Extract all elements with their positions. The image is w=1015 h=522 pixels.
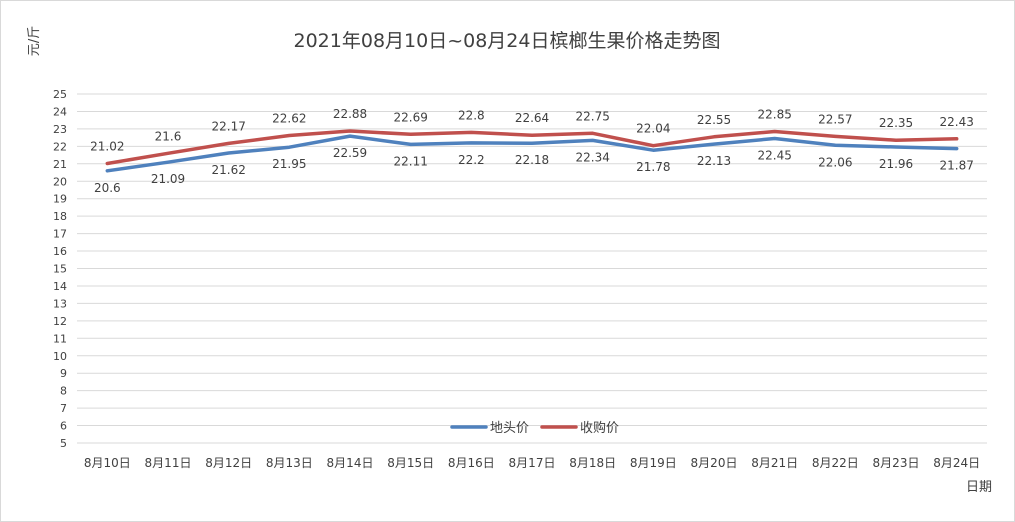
x-tick-label: 8月18日: [569, 456, 616, 470]
y-tick-label: 24: [53, 105, 67, 118]
x-tick-label: 8月22日: [812, 456, 859, 470]
y-tick-label: 21: [53, 158, 67, 171]
series-lines: [105, 129, 959, 173]
chart-title: 2021年08月10日~08月24日槟榔生果价格走势图: [294, 30, 721, 52]
data-label: 21.62: [211, 163, 245, 177]
data-label: 22.34: [575, 150, 609, 164]
series-line: [105, 129, 959, 166]
x-axis-ticks: 8月10日 8月11日 8月12日 8月13日 8月14日 8月15日 8月16日 8月17日…: [84, 456, 980, 470]
x-tick-label: 8月16日: [448, 456, 495, 470]
y-tick-label: 18: [53, 210, 67, 223]
data-label: 22.59: [333, 146, 367, 160]
data-label: 22.69: [393, 110, 427, 124]
data-label: 21.02: [90, 139, 124, 153]
data-labels: 20.6 21.09 21.62 21.95 22.59 22.11 22.2 22.18 22…: [90, 107, 974, 195]
data-label: 22.13: [697, 154, 731, 168]
x-tick-label: 8月13日: [266, 456, 313, 470]
data-label: 22.45: [757, 148, 791, 162]
data-label: 22.8: [458, 108, 485, 122]
series-line: [105, 134, 959, 173]
y-tick-label: 16: [53, 245, 67, 258]
x-tick-label: 8月15日: [387, 456, 434, 470]
data-label: 20.6: [94, 181, 121, 195]
x-tick-label: 8月11日: [145, 456, 192, 470]
y-tick-label: 19: [53, 193, 67, 206]
data-label: 22.04: [636, 122, 670, 136]
data-label: 22.55: [697, 113, 731, 127]
y-tick-label: 25: [53, 88, 67, 101]
data-label: 22.11: [393, 154, 427, 168]
data-label: 22.43: [939, 115, 973, 129]
x-tick-label: 8月14日: [327, 456, 374, 470]
x-tick-label: 8月12日: [205, 456, 252, 470]
data-label: 22.88: [333, 107, 367, 121]
y-axis-ticks: 5 6 7 8 9 10 11 12 13 14 15 16 17 18 19 20 21 22 23 24 25: [53, 88, 67, 450]
data-label: 22.62: [272, 112, 306, 126]
x-tick-label: 8月17日: [509, 456, 556, 470]
y-tick-label: 9: [60, 367, 67, 380]
y-tick-label: 20: [53, 175, 67, 188]
x-tick-label: 8月21日: [751, 456, 798, 470]
data-label: 22.35: [879, 116, 913, 130]
data-label: 21.87: [939, 159, 973, 173]
data-label: 22.64: [515, 111, 549, 125]
y-tick-label: 7: [60, 402, 67, 415]
y-tick-label: 5: [60, 437, 67, 450]
y-tick-label: 14: [53, 280, 67, 293]
data-label: 22.2: [458, 153, 485, 167]
data-label: 21.09: [151, 172, 185, 186]
y-tick-label: 17: [53, 228, 67, 241]
data-label: 22.85: [757, 108, 791, 122]
y-tick-label: 12: [53, 315, 67, 328]
x-tick-label: 8月19日: [630, 456, 677, 470]
y-tick-label: 23: [53, 123, 67, 136]
y-tick-label: 10: [53, 350, 67, 363]
x-tick-label: 8月20日: [691, 456, 738, 470]
legend-label: 收购价: [580, 420, 619, 436]
x-tick-label: 8月24日: [933, 456, 980, 470]
data-label: 22.06: [818, 155, 852, 169]
y-tick-label: 8: [60, 385, 67, 398]
y-tick-label: 11: [53, 332, 67, 345]
gridlines: [77, 93, 987, 444]
data-label: 22.57: [818, 112, 852, 126]
y-tick-label: 13: [53, 297, 67, 310]
data-label: 21.6: [155, 129, 182, 143]
data-label: 22.17: [211, 119, 245, 133]
x-tick-label: 8月23日: [873, 456, 920, 470]
data-label: 21.96: [879, 157, 913, 171]
legend: 地头价 收购价: [450, 420, 619, 436]
data-label: 22.18: [515, 153, 549, 167]
x-axis-title: 日期: [966, 480, 992, 495]
y-tick-label: 22: [53, 140, 67, 153]
data-label: 21.78: [636, 160, 670, 174]
legend-label: 地头价: [490, 421, 529, 436]
y-axis-title: 元/斤: [27, 26, 42, 56]
y-tick-label: 6: [60, 420, 67, 433]
y-tick-label: 15: [53, 263, 67, 276]
x-tick-label: 8月10日: [84, 456, 131, 470]
data-label: 22.75: [575, 109, 609, 123]
data-label: 21.95: [272, 157, 306, 171]
